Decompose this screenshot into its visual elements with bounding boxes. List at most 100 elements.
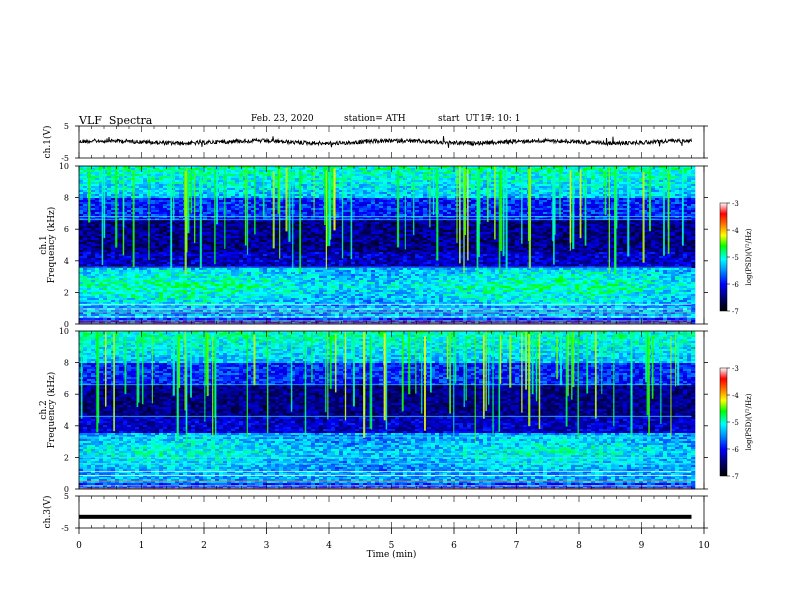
spectrogram-cell	[79, 170, 83, 172]
spectrogram-cell	[511, 208, 515, 210]
spectrogram-cell	[267, 210, 271, 212]
spectrogram-cell	[163, 178, 167, 180]
spectrogram-cell	[547, 168, 551, 170]
spectrogram-cell	[219, 204, 223, 206]
spectrogram-cell	[447, 180, 451, 182]
spectrogram-cell	[415, 226, 419, 228]
spectrogram-cell	[387, 204, 391, 206]
spectrogram-cell	[651, 224, 655, 226]
spectrogram-cell	[447, 200, 451, 202]
spectrogram-cell	[563, 220, 567, 222]
spectrogram-cell	[303, 208, 307, 210]
spectrogram-cell	[155, 172, 159, 174]
spectrogram-cell	[127, 174, 131, 176]
spectrogram-cell	[507, 202, 511, 204]
spectrogram-cell	[91, 172, 95, 174]
spectrogram-cell	[315, 190, 319, 192]
spectrogram-cell	[303, 176, 307, 178]
spectrogram-cell	[219, 186, 223, 188]
spectrogram-cell	[443, 170, 447, 172]
spectrogram-cell	[159, 188, 163, 190]
spectrogram-cell	[127, 198, 131, 200]
spectrogram-cell	[419, 196, 423, 198]
spectrogram-cell	[675, 222, 679, 224]
spectrogram-cell	[231, 190, 235, 192]
spectrogram-cell	[507, 170, 511, 172]
spectrogram-cell	[203, 200, 207, 202]
spectrogram-cell	[415, 220, 419, 222]
spectrogram-cell	[343, 206, 347, 208]
spectrogram-cell	[159, 224, 163, 226]
spectrogram-cell	[507, 206, 511, 208]
spectrogram-cell	[691, 194, 695, 196]
spectrogram-cell	[587, 170, 591, 172]
spectrogram-cell	[523, 186, 527, 188]
spectrogram-cell	[79, 200, 83, 202]
spectrogram-cell	[179, 176, 183, 178]
spectrogram-cell	[375, 200, 379, 202]
spectrogram-cell	[91, 186, 95, 188]
spectrogram-cell	[447, 176, 451, 178]
spectrogram-cell	[687, 178, 691, 180]
spectrogram-cell	[363, 180, 367, 182]
spectrogram-cell	[623, 180, 627, 182]
spectrogram-cell	[343, 228, 347, 230]
spectrogram-cell	[95, 210, 99, 212]
spectrogram-cell	[95, 194, 99, 196]
spectrogram-cell	[687, 194, 691, 196]
spectrogram-cell	[651, 186, 655, 188]
spectrogram-cell	[651, 212, 655, 214]
spectrogram-cell	[235, 180, 239, 182]
spectrogram-cell	[547, 196, 551, 198]
spectrogram-cell	[487, 226, 491, 228]
spectrogram-cell	[111, 228, 115, 230]
spectrogram-cell	[107, 208, 111, 210]
spectrogram-cell	[655, 172, 659, 174]
spectrogram-cell	[443, 214, 447, 216]
spectrogram-cell	[511, 202, 515, 204]
spectrogram-cell	[419, 226, 423, 228]
spectrogram-cell	[207, 178, 211, 180]
spectrogram-cell	[367, 210, 371, 212]
spectrogram-cell	[539, 190, 543, 192]
spectrogram-cell	[635, 200, 639, 202]
spectrogram-cell	[359, 196, 363, 198]
spectrogram-cell	[587, 180, 591, 182]
spectrogram-cell	[159, 226, 163, 228]
spectrogram-cell	[451, 174, 455, 176]
spectrogram-cell	[443, 202, 447, 204]
spectrogram-cell	[379, 174, 383, 176]
spectrogram-cell	[195, 228, 199, 230]
spectrogram-cell	[671, 184, 675, 186]
spectrogram-cell	[443, 210, 447, 212]
spectrogram-cell	[623, 202, 627, 204]
spectrogram-cell	[367, 182, 371, 184]
spectrogram-cell	[83, 184, 87, 186]
spectrogram-cell	[175, 188, 179, 190]
spectrogram-cell	[383, 192, 387, 194]
spectrogram-cell	[639, 168, 643, 170]
spectrogram-cell	[119, 188, 123, 190]
spectrogram-cell	[515, 214, 519, 216]
spectrogram-cell	[355, 198, 359, 200]
spectrogram-cell	[307, 172, 311, 174]
spectrogram-cell	[303, 190, 307, 192]
spectrogram-cell	[359, 174, 363, 176]
spectrogram-cell	[575, 208, 579, 210]
spectrogram-cell	[203, 188, 207, 190]
spectrogram-cell	[547, 212, 551, 214]
spectrogram-cell	[343, 186, 347, 188]
spectrogram-cell	[295, 176, 299, 178]
spectrogram-cell	[83, 182, 87, 184]
spectrogram-cell	[563, 174, 567, 176]
spectrogram-cell	[255, 192, 259, 194]
spectrogram-cell	[635, 208, 639, 210]
spectrogram-cell	[575, 192, 579, 194]
spectrogram-cell	[379, 210, 383, 212]
spectrogram-cell	[471, 194, 475, 196]
spectrogram-cell	[235, 192, 239, 194]
spectrogram-cell	[195, 226, 199, 228]
spectrogram-cell	[119, 194, 123, 196]
spectrogram-cell	[451, 178, 455, 180]
spectrogram-cell	[543, 192, 547, 194]
